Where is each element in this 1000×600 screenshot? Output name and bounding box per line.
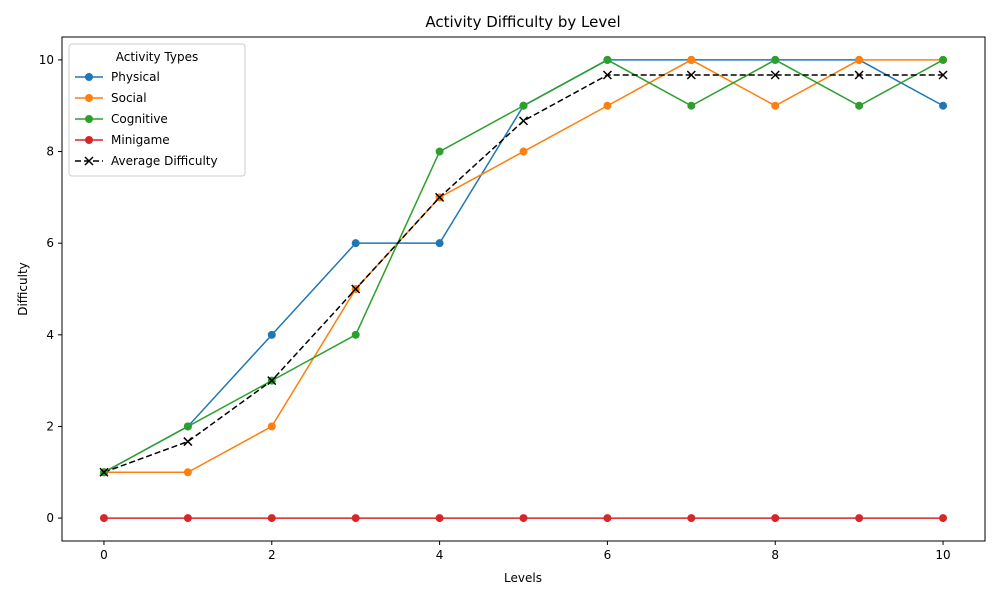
y-tick-label: 8 xyxy=(46,145,54,159)
legend-entry-physical: Physical xyxy=(75,70,160,84)
legend-label: Average Difficulty xyxy=(111,154,218,168)
point-average-difficulty xyxy=(267,376,277,386)
y-tick-label: 10 xyxy=(39,53,54,67)
series-markers xyxy=(99,55,948,523)
axis-ticks: 0 2 4 6 8 10 0 2 4 6 8 10 xyxy=(39,53,951,562)
point-average-difficulty xyxy=(770,70,780,80)
x-tick-label: 6 xyxy=(604,548,612,562)
x-axis-label: Levels xyxy=(504,571,542,585)
legend: Activity Types Physical Social Cognitive Min… xyxy=(68,43,246,177)
point-average-difficulty xyxy=(602,70,612,80)
point-cognitive xyxy=(519,101,528,110)
point-minigame xyxy=(519,514,528,523)
y-tick-label: 2 xyxy=(46,419,54,433)
point-minigame xyxy=(351,514,360,523)
x-tick-label: 4 xyxy=(436,548,444,562)
legend-box xyxy=(68,43,246,177)
point-social xyxy=(519,147,528,156)
legend-entry-minigame: Minigame xyxy=(75,133,170,147)
point-physical xyxy=(939,101,948,110)
y-axis-label: Difficulty xyxy=(16,262,30,316)
point-minigame xyxy=(687,514,696,523)
point-physical xyxy=(267,330,276,339)
point-average-difficulty xyxy=(686,70,696,80)
point-physical xyxy=(435,239,444,248)
point-average-difficulty xyxy=(99,467,109,477)
point-average-difficulty xyxy=(854,70,864,80)
legend-entry-social: Social xyxy=(75,91,147,105)
x-tick-label: 10 xyxy=(935,548,950,562)
point-average-difficulty xyxy=(518,116,529,126)
point-minigame xyxy=(855,514,864,523)
point-social xyxy=(183,468,192,477)
point-cognitive xyxy=(855,101,864,110)
point-cognitive xyxy=(771,55,780,64)
point-average-difficulty xyxy=(183,437,193,447)
legend-label: Minigame xyxy=(111,133,170,147)
legend-label: Social xyxy=(111,91,147,105)
point-cognitive xyxy=(435,147,444,156)
legend-marker-cognitive xyxy=(85,115,93,123)
point-cognitive xyxy=(603,55,612,64)
legend-marker-physical xyxy=(85,73,93,81)
point-minigame xyxy=(99,514,108,523)
point-minigame xyxy=(183,514,192,523)
point-cognitive xyxy=(687,101,696,110)
point-average-difficulty xyxy=(938,70,948,80)
point-cognitive xyxy=(183,422,192,431)
x-tick-label: 8 xyxy=(771,548,779,562)
legend-label: Cognitive xyxy=(111,112,168,126)
legend-title: Activity Types xyxy=(116,50,199,64)
point-social xyxy=(687,55,696,64)
legend-marker-average-difficulty xyxy=(84,156,94,166)
point-social xyxy=(267,422,276,431)
y-tick-label: 6 xyxy=(46,236,54,250)
point-cognitive xyxy=(939,55,948,64)
legend-entry-average-difficulty: Average Difficulty xyxy=(75,154,218,168)
point-cognitive xyxy=(351,330,360,339)
chart-title: Activity Difficulty by Level xyxy=(425,13,620,31)
x-tick-label: 2 xyxy=(268,548,276,562)
plot-frame xyxy=(61,36,986,542)
series-line-average-difficulty xyxy=(103,74,944,473)
point-social xyxy=(771,101,780,110)
point-minigame xyxy=(267,514,276,523)
point-average-difficulty xyxy=(435,192,445,202)
legend-label: Physical xyxy=(111,70,160,84)
point-physical xyxy=(351,239,360,248)
y-tick-label: 4 xyxy=(46,328,54,342)
legend-marker-social xyxy=(85,94,93,102)
legend-marker-minigame xyxy=(85,136,93,144)
point-average-difficulty xyxy=(351,284,361,294)
x-tick-label: 0 xyxy=(100,548,108,562)
point-minigame xyxy=(603,514,612,523)
y-tick-label: 0 xyxy=(46,511,54,525)
point-social xyxy=(603,101,612,110)
point-minigame xyxy=(771,514,780,523)
point-minigame xyxy=(939,514,948,523)
point-minigame xyxy=(435,514,444,523)
point-social xyxy=(855,55,864,64)
legend-entry-cognitive: Cognitive xyxy=(75,112,168,126)
